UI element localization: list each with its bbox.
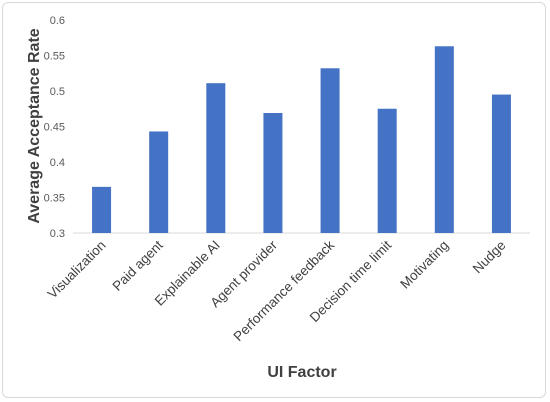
bar — [92, 186, 112, 233]
bars — [92, 46, 511, 233]
x-category-label: Motivating — [397, 238, 451, 292]
x-category-label: Nudge — [470, 238, 509, 277]
y-tick-label: 0.3 — [50, 228, 65, 240]
x-category-label: Visualization — [45, 238, 109, 302]
y-tick-label: 0.35 — [44, 193, 65, 205]
y-axis-ticks: 0.3 0.35 0.4 0.45 0.5 0.55 0.6 — [44, 15, 65, 240]
bar — [263, 113, 283, 233]
bar — [149, 131, 169, 233]
y-tick-label: 0.55 — [44, 51, 65, 63]
bar — [434, 46, 454, 233]
y-tick-label: 0.4 — [50, 157, 65, 169]
y-tick-label: 0.5 — [50, 86, 65, 98]
bar — [377, 108, 397, 233]
y-tick-label: 0.6 — [50, 15, 65, 27]
x-axis-title: UI Factor — [267, 364, 336, 381]
bar — [491, 94, 511, 233]
x-category-label: Paid agent — [110, 237, 166, 293]
y-tick-label: 0.45 — [44, 122, 65, 134]
bar — [320, 68, 340, 233]
bar — [206, 83, 226, 233]
y-axis-title: Average Acceptance Rate — [26, 28, 43, 223]
x-category-label: Performance feedback — [231, 237, 338, 344]
